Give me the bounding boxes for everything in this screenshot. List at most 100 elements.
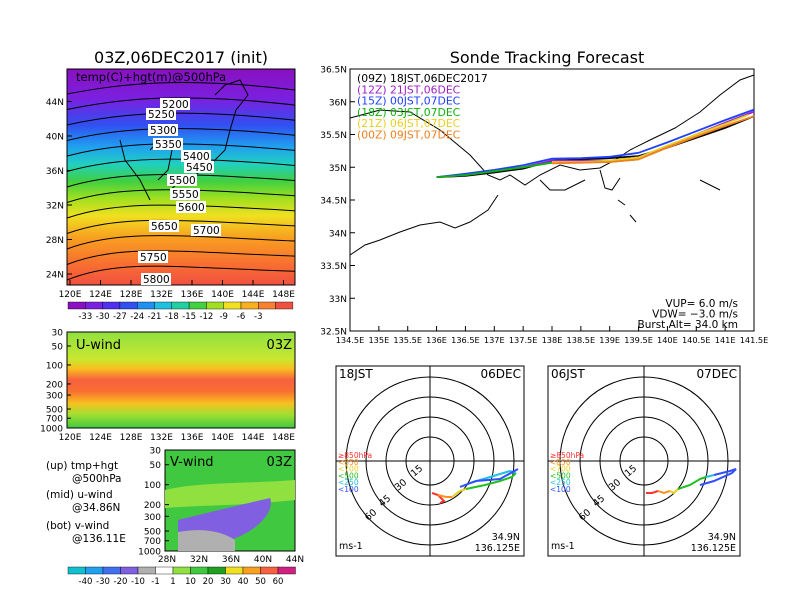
height-contour-line — [66, 173, 296, 188]
note-line: @136.11E — [72, 533, 126, 545]
colorbar-swatch — [260, 566, 279, 575]
pressure-tick-label: 300 — [144, 513, 161, 523]
left-title: 03Z,06DEC2017 (init) — [94, 48, 268, 67]
colorbar-swatch — [102, 301, 121, 310]
colorbar-label: -30 — [96, 312, 110, 322]
lat-tick-label: 40N — [254, 555, 272, 565]
level-legend: <500 — [550, 471, 571, 480]
legend-entry: (18Z) 03JST,07DEC — [357, 106, 460, 119]
colorbar-swatch — [242, 566, 261, 575]
uwind-field — [66, 331, 296, 429]
lon-tick-label: 144E — [242, 290, 265, 300]
lat-tick-label: 32N — [190, 555, 208, 565]
level-legend: <850 — [550, 458, 571, 467]
uwind-lon-ticks: 120E 124E 128E 132E 136E 140E 144E 148E — [59, 433, 296, 443]
lat-tick-label: 35N — [329, 164, 347, 174]
lon-tick-label: 135.5E — [393, 335, 422, 345]
lon-tick-label: 124E — [89, 290, 112, 300]
contour-labels: 5200525053005350540054505500555056005650… — [138, 98, 221, 286]
lon-tick-label: 137.5E — [509, 335, 538, 345]
lat-tick-label: 33.5N — [320, 262, 347, 272]
colorbar-swatch — [102, 566, 121, 575]
colorbar-label: -24 — [130, 312, 144, 322]
lat-tick-label: 32N — [46, 202, 64, 212]
level-legend: <250 — [550, 478, 571, 487]
hodograph-lat: 34.9N — [708, 532, 736, 543]
colorbar-swatch — [277, 566, 296, 575]
hodograph-date: 07DEC — [697, 367, 737, 381]
uwind-time: 03Z — [267, 338, 293, 353]
legend-entry: (12Z) 21JST,06DEC — [357, 83, 460, 96]
lat-tick-label: 40N — [46, 133, 64, 143]
hodograph-unit: ms-1 — [551, 541, 575, 552]
pressure-tick-label: 1000 — [40, 425, 63, 435]
contour-label: 5650 — [151, 221, 178, 233]
colorbar-swatch — [85, 301, 103, 310]
colorbar-swatch — [240, 301, 259, 310]
lon-tick-label: 128E — [120, 290, 143, 300]
lat-tick-label: 24N — [46, 271, 64, 281]
lon-tick-label: 148E — [272, 433, 295, 443]
level-legend: <100 — [550, 485, 571, 494]
colorbar-label: 40 — [238, 577, 249, 587]
contour-label-bg — [191, 224, 221, 236]
colorbar-label: -33 — [78, 312, 92, 322]
hodograph-1: 18JST 06DEC15304560≥850hPa<850<700<500<25… — [335, 365, 525, 557]
colorbar-swatch — [85, 566, 104, 575]
lon-tick-label: 148E — [272, 290, 295, 300]
legend-entry: (00Z) 09JST,07DEC — [357, 129, 460, 142]
contour-label: 5250 — [148, 109, 175, 121]
hodograph-2: 06JST 07DEC15304560≥850hPa<850<700<500<25… — [547, 365, 741, 557]
hodograph-trace-segment — [451, 488, 467, 498]
vwind-lat-ticks: 28N 32N 36N 40N 44N — [158, 555, 304, 565]
lon-tick-label: 124E — [89, 433, 112, 443]
colorbar-label: 60 — [273, 577, 284, 587]
contour-label-bg — [146, 108, 176, 120]
legend-entry: (15Z) 00JST,07DEC — [357, 95, 460, 108]
colorbar-swatch — [258, 301, 276, 310]
pressure-tick-label: 700 — [46, 415, 63, 425]
height-contour-line — [66, 265, 296, 281]
lon-tick-label: 136E — [181, 433, 204, 443]
lon-tick-label: 136.5E — [451, 335, 480, 345]
hodograph-trace-segment — [669, 488, 679, 495]
pressure-tick-label: 30 — [52, 329, 64, 339]
lon-tick-label: 134.5E — [336, 335, 365, 345]
lon-tick-label: 137E — [484, 335, 505, 345]
colorbar-swatch — [67, 566, 86, 575]
colorbar-label: 50 — [255, 577, 266, 587]
track-series-5 — [551, 115, 755, 165]
pressure-tick-label: 100 — [144, 481, 161, 491]
lat-tick-label: 35.5N — [320, 131, 347, 141]
contour-label: 5450 — [186, 162, 213, 174]
hodograph-trace-segment — [437, 494, 452, 498]
height-contour-line — [66, 97, 296, 110]
lon-tick-label: 138.5E — [567, 335, 596, 345]
height-contour-line — [66, 158, 296, 172]
temp-map-lat-ticks: 24N 28N 32N 36N 40N 44N — [46, 98, 72, 281]
contour-label: 5600 — [178, 202, 205, 214]
colorbar-label: 1 — [170, 577, 175, 587]
level-legend: <700 — [338, 465, 359, 474]
temp-map-lon-ticks: 120E 124E 128E 132E 136E 140E 144E 148E — [59, 280, 295, 300]
contour-label-bg — [153, 138, 183, 150]
pressure-tick-label: 700 — [144, 537, 161, 547]
hodograph-trace-segment — [459, 468, 519, 488]
lat-tick-label: 44N — [46, 98, 64, 108]
lon-tick-label: 140E — [211, 290, 234, 300]
pressure-tick-label: 200 — [144, 501, 161, 511]
contour-label-bg — [181, 150, 211, 162]
colorbar-swatch — [223, 301, 242, 310]
height-contour-line — [66, 81, 296, 95]
hodograph-trace-segment — [677, 476, 707, 490]
track-series-2 — [436, 108, 755, 178]
parameter-line: VDW= −3.0 m/s — [652, 309, 738, 321]
level-legend: <100 — [338, 485, 359, 494]
lat-tick-label: 44N — [286, 555, 304, 565]
track-series-0 — [436, 115, 755, 178]
pressure-tick-label: 200 — [46, 380, 63, 390]
colorbar-label: -9 — [219, 312, 227, 322]
colorbar-swatch — [154, 301, 172, 310]
colorbar-swatch — [171, 301, 190, 310]
contour-label-bg — [184, 161, 214, 173]
